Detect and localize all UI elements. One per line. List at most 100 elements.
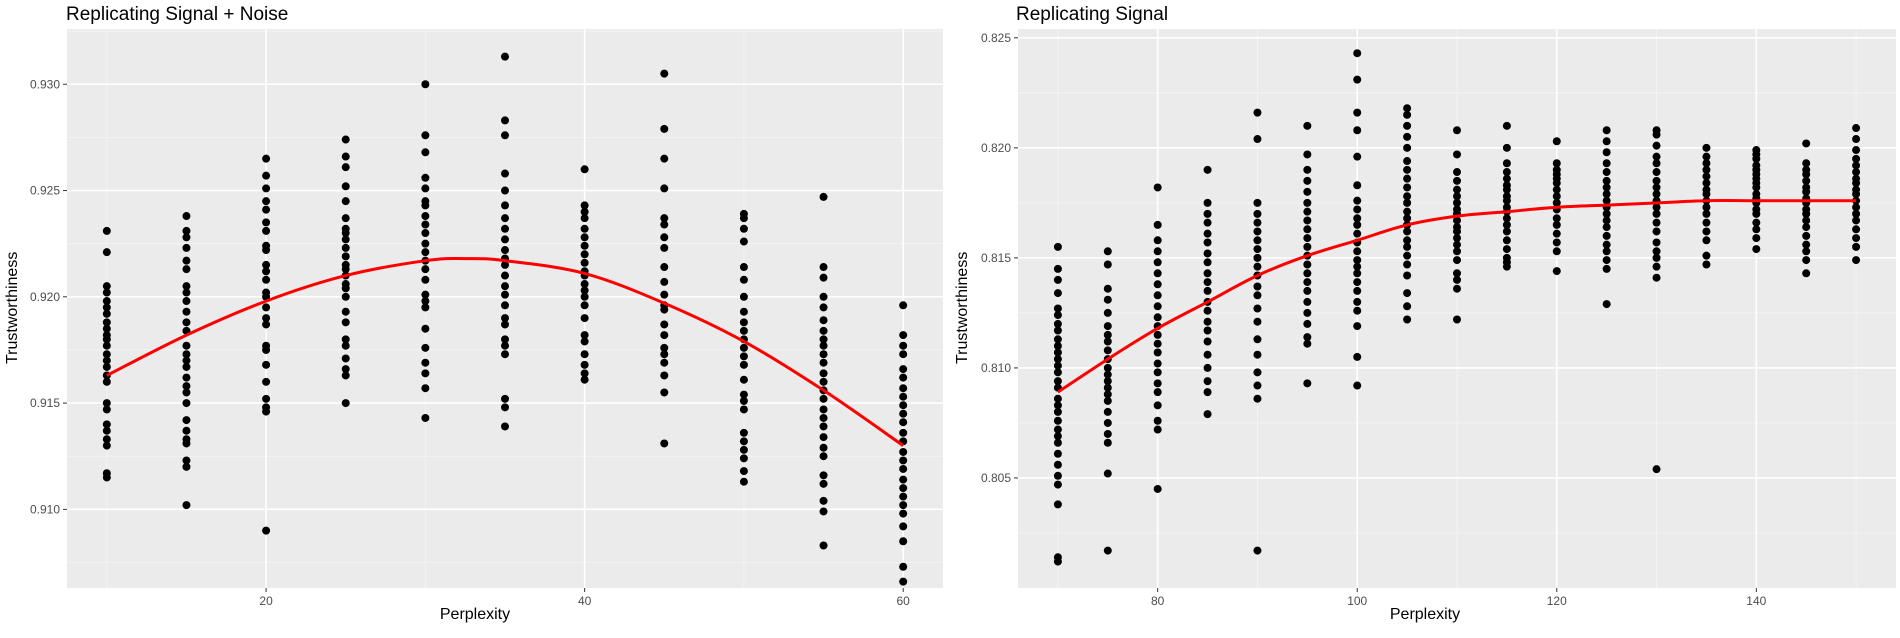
right-data-point bbox=[1053, 361, 1062, 370]
left-x-tick-label: 60 bbox=[897, 594, 911, 608]
left-chart-panel: Replicating Signal + Noise Trustworthine… bbox=[0, 0, 950, 633]
left-data-point bbox=[580, 233, 589, 242]
right-data-point bbox=[1303, 225, 1312, 234]
left-data-point bbox=[102, 473, 111, 482]
left-data-point bbox=[660, 220, 669, 229]
left-data-point bbox=[660, 388, 669, 397]
right-data-point bbox=[1053, 480, 1062, 489]
right-trend-line bbox=[1057, 199, 1857, 394]
left-data-point bbox=[421, 297, 430, 306]
right-data-point bbox=[1253, 394, 1262, 403]
right-data-point bbox=[1153, 280, 1162, 289]
left-data-point bbox=[739, 275, 748, 284]
right-data-point bbox=[1353, 322, 1362, 331]
left-data-point bbox=[182, 288, 191, 297]
right-data-point bbox=[1552, 179, 1561, 188]
left-data-point bbox=[580, 337, 589, 346]
right-data-point bbox=[1103, 322, 1112, 331]
right-data-point bbox=[1652, 159, 1661, 168]
right-data-point bbox=[1253, 291, 1262, 300]
right-data-point bbox=[1403, 192, 1412, 201]
left-data-point bbox=[182, 341, 191, 350]
left-data-point bbox=[182, 233, 191, 242]
left-data-point bbox=[421, 358, 430, 367]
right-data-point bbox=[1153, 258, 1162, 267]
left-data-point bbox=[819, 341, 828, 350]
left-data-point bbox=[819, 413, 828, 422]
left-data-point bbox=[102, 399, 111, 408]
left-data-point bbox=[739, 396, 748, 405]
left-data-point bbox=[819, 377, 828, 386]
right-data-point bbox=[1103, 247, 1112, 256]
right-data-point bbox=[1852, 209, 1861, 218]
right-data-point bbox=[1303, 216, 1312, 225]
right-data-point bbox=[1652, 227, 1661, 236]
right-data-point bbox=[1203, 377, 1212, 386]
left-data-point bbox=[660, 124, 669, 133]
left-data-point bbox=[182, 282, 191, 291]
left-data-point bbox=[739, 214, 748, 223]
right-data-point bbox=[1852, 256, 1861, 265]
right-data-point bbox=[1303, 234, 1312, 243]
right-data-point bbox=[1203, 258, 1212, 267]
left-data-point bbox=[341, 371, 350, 380]
left-data-point bbox=[102, 362, 111, 371]
right-data-point bbox=[1852, 146, 1861, 155]
left-data-point bbox=[899, 301, 908, 310]
left-data-point bbox=[501, 320, 509, 329]
left-data-point bbox=[580, 375, 589, 384]
right-data-point bbox=[1353, 75, 1362, 84]
right-data-point bbox=[1652, 218, 1661, 227]
left-data-point bbox=[739, 307, 748, 316]
right-data-point bbox=[1403, 251, 1412, 260]
right-data-point bbox=[1403, 214, 1412, 223]
left-data-point bbox=[899, 418, 908, 427]
left-data-point bbox=[421, 80, 430, 89]
right-data-point bbox=[1303, 198, 1312, 207]
right-data-point bbox=[1253, 253, 1262, 262]
left-data-point bbox=[102, 318, 111, 327]
right-data-point bbox=[1602, 209, 1611, 218]
right-data-point bbox=[1602, 137, 1611, 146]
right-data-point bbox=[1602, 126, 1611, 135]
left-data-point bbox=[341, 284, 350, 293]
right-data-point bbox=[1253, 218, 1262, 227]
right-data-point bbox=[1053, 425, 1062, 434]
right-data-point bbox=[1652, 141, 1661, 150]
right-data-point bbox=[1303, 176, 1312, 185]
right-data-point bbox=[1053, 401, 1062, 410]
left-data-point bbox=[501, 350, 509, 359]
left-chart-title: Replicating Signal + Noise bbox=[66, 4, 289, 25]
right-data-point bbox=[1203, 337, 1212, 346]
left-data-point bbox=[819, 192, 828, 201]
left-data-point bbox=[660, 350, 669, 359]
left-data-point bbox=[739, 390, 748, 399]
left-trend-line bbox=[106, 256, 905, 447]
left-data-point bbox=[102, 309, 111, 318]
left-data-point bbox=[899, 428, 908, 437]
right-data-point bbox=[1702, 209, 1711, 218]
right-data-point bbox=[1353, 262, 1362, 271]
right-data-point bbox=[1303, 308, 1312, 317]
left-data-point bbox=[501, 282, 509, 291]
right-data-point bbox=[1752, 234, 1761, 243]
right-data-point bbox=[1453, 150, 1461, 159]
left-data-point bbox=[739, 454, 748, 463]
left-data-point bbox=[739, 326, 748, 335]
right-data-point bbox=[1702, 227, 1711, 236]
left-data-point bbox=[102, 356, 111, 365]
right-data-point bbox=[1403, 271, 1412, 280]
left-data-point bbox=[341, 182, 350, 191]
right-data-point bbox=[1103, 363, 1112, 372]
right-data-point bbox=[1453, 275, 1461, 284]
right-data-point bbox=[1403, 302, 1412, 311]
left-data-point bbox=[501, 403, 509, 412]
right-data-point bbox=[1253, 108, 1262, 117]
left-data-point bbox=[899, 577, 908, 586]
left-data-point bbox=[819, 350, 828, 359]
right-data-point bbox=[1253, 282, 1262, 291]
right-data-point bbox=[1652, 168, 1661, 177]
left-data-point bbox=[262, 260, 271, 269]
right-x-tick-label: 120 bbox=[1547, 594, 1567, 608]
right-data-point bbox=[1502, 174, 1511, 183]
